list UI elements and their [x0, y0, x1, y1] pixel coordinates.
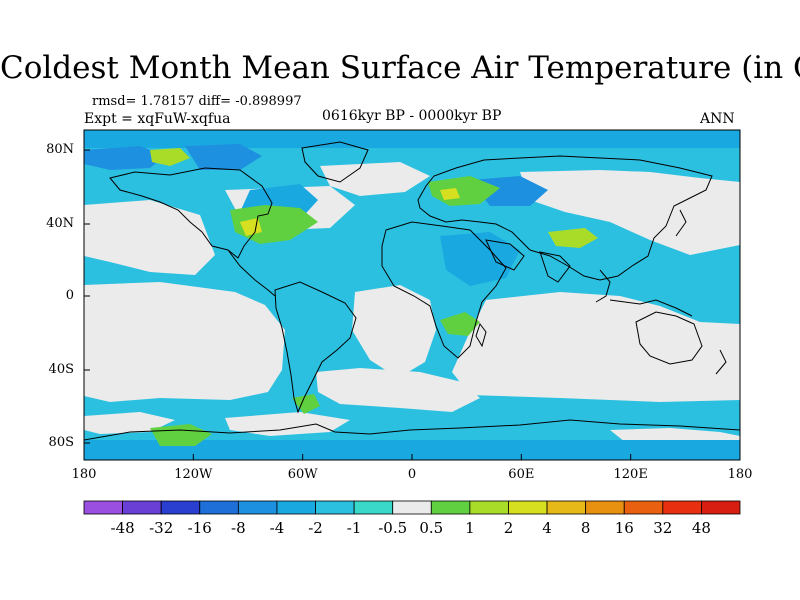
- colorbar-label: -16: [187, 519, 212, 537]
- anomaly-region-light-green: [150, 148, 190, 166]
- anomaly-region-mid-blue: [440, 232, 520, 286]
- colorbar-label: -48: [110, 519, 135, 537]
- coastline-antarctica: [84, 419, 740, 441]
- colorbar-label: -1: [346, 519, 362, 537]
- lon-tick-label: 60E: [508, 467, 535, 482]
- coastline-india: [539, 251, 571, 283]
- lat-tick-label: 0: [65, 288, 74, 303]
- axis-ticks: [83, 149, 741, 460]
- anomaly-region-yellow: [440, 188, 460, 200]
- lat-tick-label: 40S: [48, 362, 74, 377]
- anomaly-region-mid-blue: [84, 130, 740, 148]
- coastlines: [84, 141, 740, 441]
- coastline-europe-asia: [417, 155, 713, 281]
- anomaly-region-neutral: [352, 285, 436, 378]
- coastline-arabia: [485, 239, 525, 271]
- map-title: Coldest Month Mean Surface Air Temperatu…: [0, 50, 800, 86]
- colorbar-swatch: [353, 500, 394, 515]
- anomaly-region-neutral: [84, 282, 285, 402]
- anomaly-region-neutral: [520, 170, 740, 255]
- lon-tick-label: 0: [407, 467, 417, 482]
- colorbar-label: 32: [653, 519, 673, 537]
- anomaly-region-neutral: [316, 368, 480, 412]
- anomaly-region-dark-blue: [185, 144, 262, 170]
- lon-tick-label: 180: [71, 467, 97, 482]
- lat-tick-label: 40N: [46, 216, 74, 231]
- anomaly-region-dark-blue: [470, 176, 548, 206]
- colorbar-swatch: [237, 500, 278, 515]
- anomaly-region-green: [150, 424, 212, 446]
- coastline-greenland: [301, 141, 369, 183]
- colorbar-label: 0.5: [419, 519, 444, 537]
- stats-line: rmsd= 1.78157 diff= -0.898997: [92, 94, 302, 109]
- coastline-north-america: [109, 167, 273, 259]
- colorbar-label: 8: [580, 519, 591, 537]
- colorbar-swatch: [392, 500, 432, 515]
- colorbar-swatch: [508, 500, 548, 515]
- colorbar-swatch: [623, 500, 664, 515]
- anomaly-region-mid-blue: [84, 440, 740, 460]
- coastline-southeast-asia: [595, 269, 611, 303]
- colorbar-swatch: [276, 500, 316, 515]
- anomaly-region-neutral: [84, 200, 215, 275]
- colorbar-swatch: [701, 500, 741, 515]
- colorbar-swatch: [315, 500, 355, 515]
- lat-tick-label: 80S: [48, 435, 74, 450]
- coastline-australia: [635, 311, 703, 365]
- coastline-south-america: [274, 281, 357, 414]
- colorbar-label: 48: [691, 519, 711, 537]
- anomaly-region-light-green: [548, 228, 598, 248]
- colorbar: [83, 500, 741, 515]
- colorbar-label: -8: [231, 519, 246, 537]
- lon-tick-label: 60W: [287, 467, 318, 482]
- lon-tick-label: 120E: [613, 467, 648, 482]
- colorbar-swatch: [662, 500, 702, 515]
- lon-tick-label: 180: [727, 467, 753, 482]
- colorbar-label: -0.5: [378, 519, 408, 537]
- coastline-madagascar: [475, 322, 487, 348]
- anomaly-region-neutral: [320, 162, 430, 196]
- anomaly-region-green: [292, 394, 320, 414]
- colorbar-swatch: [430, 500, 471, 515]
- colorbar-label: 1: [465, 519, 475, 537]
- season-label: ANN: [700, 111, 735, 127]
- colorbar-label: 4: [542, 519, 552, 537]
- anomaly-region-neutral: [452, 292, 740, 402]
- lon-tick-label: 120W: [174, 467, 213, 482]
- colorbar-swatch: [83, 500, 123, 515]
- anomaly-regions: [84, 130, 740, 460]
- colorbar-swatch: [546, 500, 587, 515]
- colorbar-label: 2: [503, 519, 514, 537]
- colorbar-label: -2: [308, 519, 323, 537]
- lat-tick-label: 80N: [46, 142, 74, 157]
- coastline-japan: [675, 209, 687, 237]
- colorbar-label: -4: [269, 519, 285, 537]
- coastline-new-zealand: [715, 349, 727, 375]
- coastline-indonesia: [609, 299, 693, 317]
- colorbar-swatch: [160, 500, 201, 515]
- anomaly-region-green: [440, 312, 480, 336]
- period-label: 0616kyr BP - 0000kyr BP: [322, 108, 502, 124]
- colorbar-swatch: [122, 500, 162, 515]
- colorbar-label: 16: [614, 519, 634, 537]
- anomaly-field: [84, 130, 740, 460]
- colorbar-swatch: [585, 500, 625, 515]
- colorbar-label: -32: [149, 519, 174, 537]
- colorbar-swatch: [469, 500, 509, 515]
- anomaly-region-neutral: [225, 412, 350, 436]
- experiment-label: Expt = xqFuW-xqfua: [84, 111, 231, 127]
- coastline-africa: [381, 221, 507, 359]
- coastline-central-america: [227, 249, 276, 297]
- anomaly-region-dark-blue: [84, 146, 165, 170]
- colorbar-swatch: [199, 500, 239, 515]
